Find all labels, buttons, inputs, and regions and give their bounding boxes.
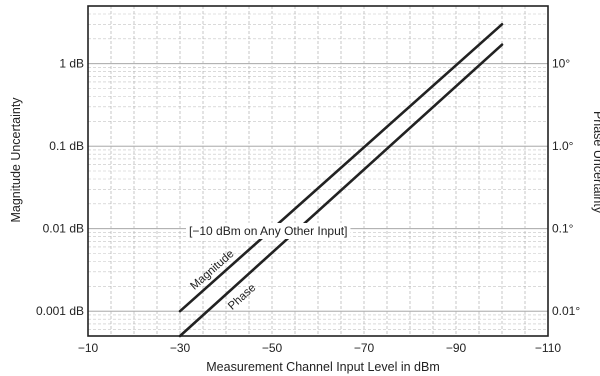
y2-tick-label: 0.01°: [552, 304, 580, 318]
tick-labels: −10 −30 −50 −70 −90 −110 1 dB 0.1 dB 0.01 dB 0.00…: [36, 57, 580, 355]
annotation-background: [186, 223, 351, 239]
series-line-phase: [178, 43, 504, 338]
x-tick-label: −50: [262, 341, 283, 355]
series-label-magnitude: Magnitude: [188, 248, 236, 293]
y2-axis-title: Phase Uncertainty: [591, 111, 600, 214]
y2-tick-label: 1.0°: [552, 139, 574, 153]
annotation-label: [−10 dBm on Any Other Input]: [189, 224, 347, 238]
x-tick-label: −110: [535, 341, 561, 355]
series-line-magnitude: [178, 23, 504, 313]
grid: [88, 5, 548, 337]
y-tick-label: 1 dB: [59, 57, 84, 71]
y-tick-label: 0.001 dB: [36, 304, 84, 318]
y2-tick-label: 0.1°: [552, 222, 574, 236]
plot-frame: [87, 5, 549, 337]
x-tick-label: −30: [170, 341, 191, 355]
x-tick-label: −70: [354, 341, 375, 355]
x-tick-label: −90: [446, 341, 467, 355]
y2-tick-label: 10°: [552, 57, 570, 71]
y-axis-title: Magnitude Uncertainty: [9, 97, 23, 223]
y-tick-label: 0.01 dB: [43, 222, 84, 236]
y-tick-label: 0.1 dB: [49, 139, 84, 153]
x-axis-title: Measurement Channel Input Level in dBm: [206, 360, 439, 374]
x-tick-label: −10: [78, 341, 99, 355]
